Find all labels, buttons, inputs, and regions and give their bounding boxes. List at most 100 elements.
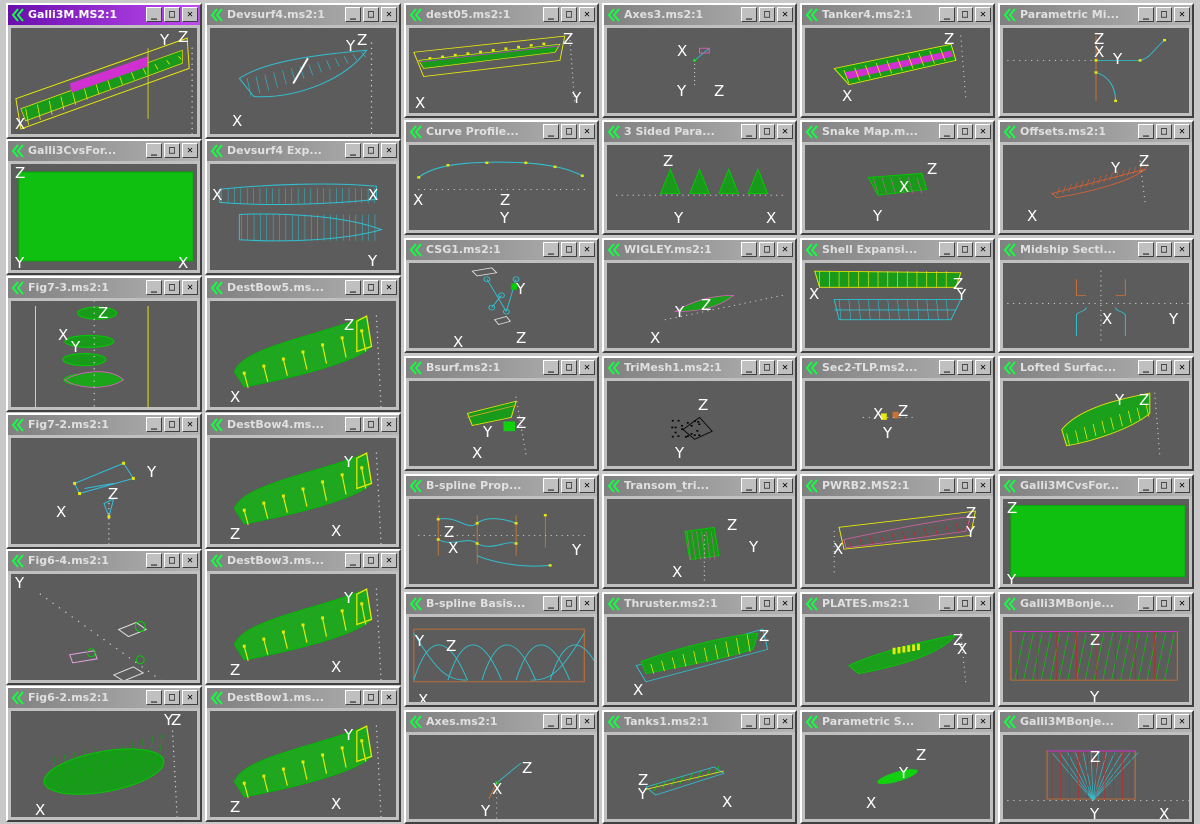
app-chevron-icon[interactable]: [209, 417, 225, 433]
close-button[interactable]: ✕: [1174, 242, 1190, 257]
app-chevron-icon[interactable]: [408, 478, 424, 494]
app-chevron-icon[interactable]: [804, 478, 820, 494]
maximize-button[interactable]: □: [363, 7, 379, 22]
window-titlebar[interactable]: TriMesh1.ms2:1 _ □ ✕: [604, 358, 795, 378]
app-chevron-icon[interactable]: [10, 417, 26, 433]
maximize-button[interactable]: □: [1156, 242, 1172, 257]
maximize-button[interactable]: □: [561, 714, 577, 729]
app-chevron-icon[interactable]: [1002, 7, 1018, 23]
maximize-button[interactable]: □: [561, 124, 577, 139]
viewport-window[interactable]: Transom_tri... _ □ ✕ Z Y X: [602, 474, 797, 589]
app-chevron-icon[interactable]: [804, 596, 820, 612]
close-button[interactable]: ✕: [777, 478, 793, 493]
viewport-window[interactable]: Parametric Mi... _ □ ✕ Z X Y: [998, 3, 1194, 118]
viewport-window[interactable]: B-spline Prop... _ □ ✕ Z X Y: [404, 474, 599, 589]
minimize-button[interactable]: _: [1138, 478, 1154, 493]
maximize-button[interactable]: □: [957, 360, 973, 375]
maximize-button[interactable]: □: [759, 478, 775, 493]
close-button[interactable]: ✕: [777, 714, 793, 729]
minimize-button[interactable]: _: [345, 280, 361, 295]
window-titlebar[interactable]: Offsets.ms2:1 _ □ ✕: [1000, 122, 1192, 142]
viewport-window[interactable]: Galli3MBonje... _ □ ✕ Z Y: [998, 592, 1194, 707]
window-titlebar[interactable]: Devsurf4.ms2:1 _ □ ✕: [207, 5, 399, 25]
maximize-button[interactable]: □: [759, 124, 775, 139]
viewport-window[interactable]: Tanks1.ms2:1 _ □ ✕ Z Y X: [602, 710, 797, 824]
app-chevron-icon[interactable]: [606, 242, 622, 258]
app-chevron-icon[interactable]: [209, 143, 225, 159]
viewport-window[interactable]: PWRB2.MS2:1 _ □ ✕ Z Y X: [800, 474, 995, 589]
window-titlebar[interactable]: Midship Secti... _ □ ✕: [1000, 240, 1192, 260]
viewport-canvas[interactable]: Y: [11, 574, 197, 680]
close-button[interactable]: ✕: [777, 596, 793, 611]
minimize-button[interactable]: _: [146, 690, 162, 705]
close-button[interactable]: ✕: [381, 690, 397, 705]
app-chevron-icon[interactable]: [209, 690, 225, 706]
minimize-button[interactable]: _: [741, 360, 757, 375]
maximize-button[interactable]: □: [164, 417, 180, 432]
close-button[interactable]: ✕: [1174, 7, 1190, 22]
window-titlebar[interactable]: B-spline Prop... _ □ ✕: [406, 476, 597, 496]
viewport-canvas[interactable]: X X Y: [210, 164, 396, 270]
minimize-button[interactable]: _: [741, 124, 757, 139]
maximize-button[interactable]: □: [759, 596, 775, 611]
window-titlebar[interactable]: PLATES.ms2:1 _ □ ✕: [802, 594, 993, 614]
app-chevron-icon[interactable]: [408, 7, 424, 23]
close-button[interactable]: ✕: [975, 478, 991, 493]
window-titlebar[interactable]: Galli3MCvsFor... _ □ ✕: [1000, 476, 1192, 496]
close-button[interactable]: ✕: [777, 360, 793, 375]
maximize-button[interactable]: □: [363, 690, 379, 705]
app-chevron-icon[interactable]: [1002, 124, 1018, 140]
viewport-window[interactable]: WIGLEY.ms2:1 _ □ ✕ Y Z X: [602, 238, 797, 353]
app-chevron-icon[interactable]: [606, 478, 622, 494]
viewport-canvas[interactable]: Z Y X: [11, 164, 197, 270]
viewport-window[interactable]: Galli3MCvsFor... _ □ ✕ Z Y: [998, 474, 1194, 589]
maximize-button[interactable]: □: [561, 596, 577, 611]
viewport-window[interactable]: Galli3M.MS2:1 _ □ ✕ X Y Z: [6, 3, 202, 139]
close-button[interactable]: ✕: [1174, 478, 1190, 493]
viewport-window[interactable]: Fig6-2.ms2:1 _ □ ✕ Y Z X: [6, 686, 202, 822]
window-titlebar[interactable]: Sec2-TLP.ms2... _ □ ✕: [802, 358, 993, 378]
window-titlebar[interactable]: CSG1.ms2:1 _ □ ✕: [406, 240, 597, 260]
minimize-button[interactable]: _: [741, 714, 757, 729]
app-chevron-icon[interactable]: [10, 7, 26, 23]
viewport-window[interactable]: Fig7-2.ms2:1 _ □ ✕ X Y Z: [6, 413, 202, 549]
close-button[interactable]: ✕: [579, 360, 595, 375]
app-chevron-icon[interactable]: [1002, 360, 1018, 376]
viewport-window[interactable]: Lofted Surfac... _ □ ✕ Y Z: [998, 356, 1194, 471]
minimize-button[interactable]: _: [939, 596, 955, 611]
window-titlebar[interactable]: Galli3M.MS2:1 _ □ ✕: [8, 5, 200, 25]
minimize-button[interactable]: _: [345, 690, 361, 705]
close-button[interactable]: ✕: [182, 7, 198, 22]
window-titlebar[interactable]: Axes.ms2:1 _ □ ✕: [406, 712, 597, 732]
minimize-button[interactable]: _: [543, 124, 559, 139]
close-button[interactable]: ✕: [1174, 596, 1190, 611]
maximize-button[interactable]: □: [363, 553, 379, 568]
minimize-button[interactable]: _: [543, 7, 559, 22]
app-chevron-icon[interactable]: [606, 714, 622, 730]
viewport-canvas[interactable]: X Y Z: [11, 438, 197, 544]
window-titlebar[interactable]: Parametric S... _ □ ✕: [802, 712, 993, 732]
app-chevron-icon[interactable]: [10, 553, 26, 569]
app-chevron-icon[interactable]: [408, 596, 424, 612]
minimize-button[interactable]: _: [543, 242, 559, 257]
window-titlebar[interactable]: Galli3CvsFor... _ □ ✕: [8, 141, 200, 161]
viewport-window[interactable]: TriMesh1.ms2:1 _ □ ✕ Z Y: [602, 356, 797, 471]
minimize-button[interactable]: _: [741, 7, 757, 22]
window-titlebar[interactable]: Devsurf4 Exp... _ □ ✕: [207, 141, 399, 161]
minimize-button[interactable]: _: [939, 714, 955, 729]
window-titlebar[interactable]: Fig7-2.ms2:1 _ □ ✕: [8, 415, 200, 435]
close-button[interactable]: ✕: [579, 596, 595, 611]
viewport-window[interactable]: Axes.ms2:1 _ □ ✕ Z X Y: [404, 710, 599, 824]
close-button[interactable]: ✕: [975, 124, 991, 139]
app-chevron-icon[interactable]: [408, 360, 424, 376]
close-button[interactable]: ✕: [975, 714, 991, 729]
